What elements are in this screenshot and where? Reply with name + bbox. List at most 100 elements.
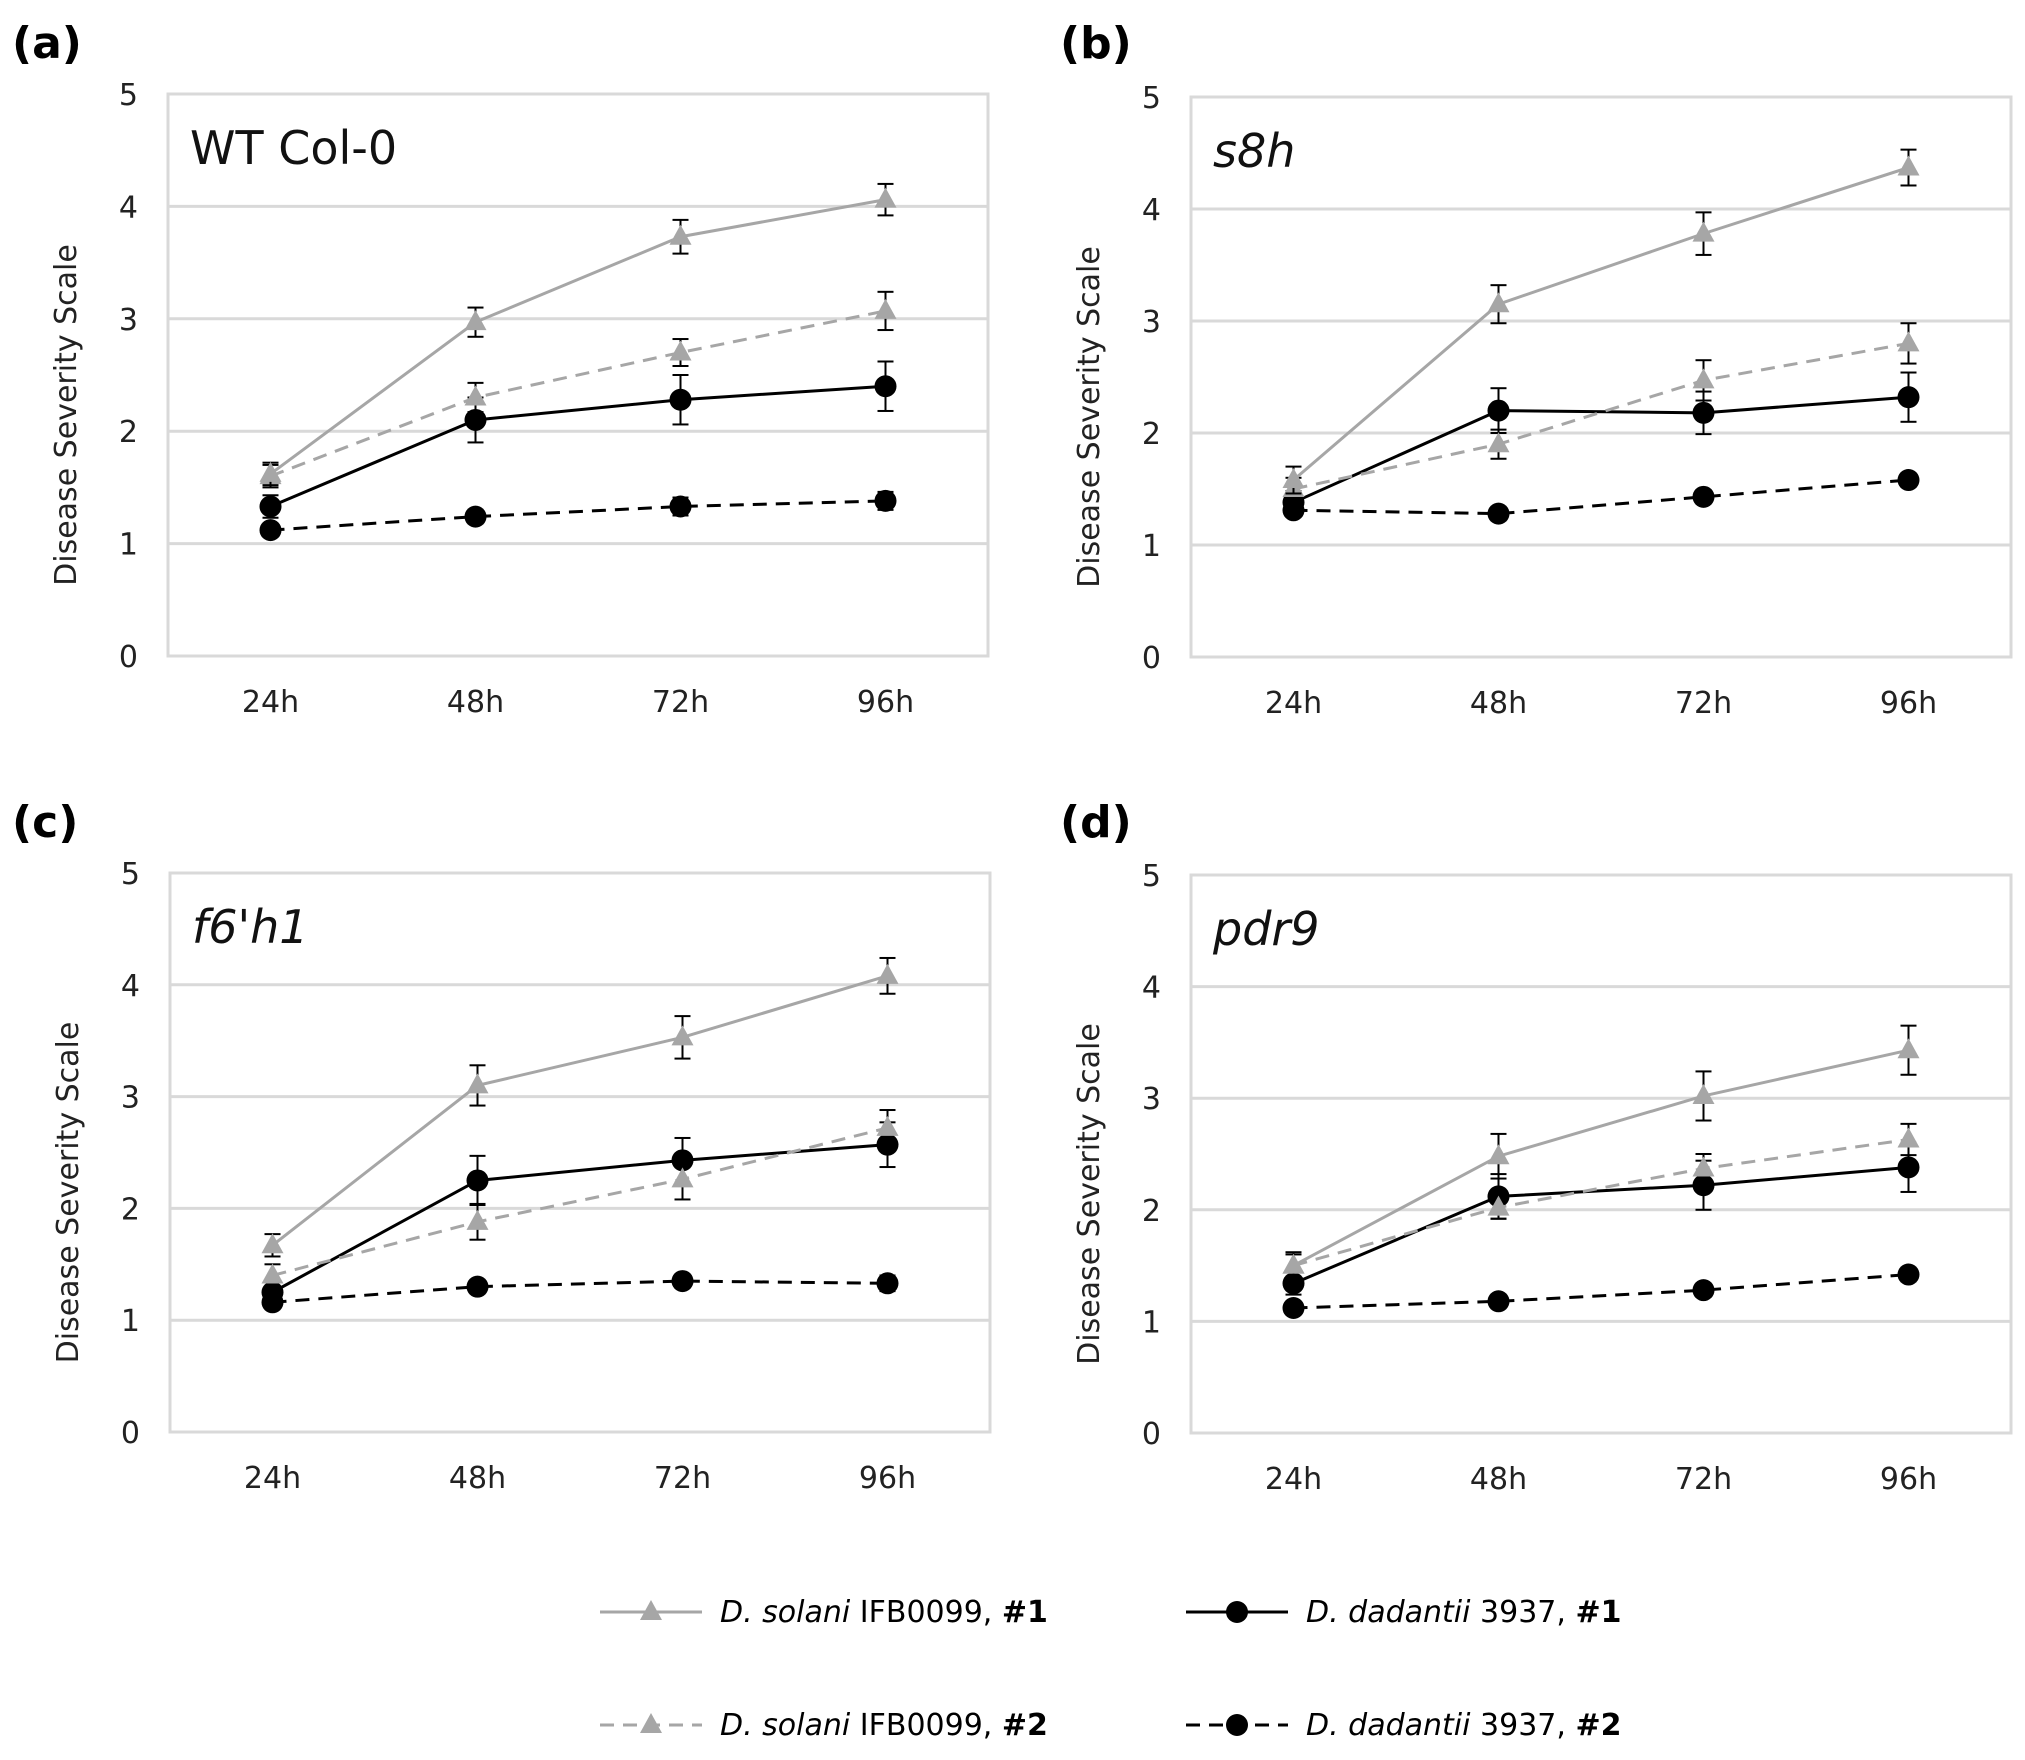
legend-species: D. dadantii: [1306, 1594, 1471, 1630]
series-line: [272, 1126, 888, 1277]
y-tick-label: 3: [1142, 305, 1161, 340]
legend-marker-triangle: [640, 1713, 662, 1733]
data-point-s2: [1487, 432, 1510, 453]
y-axis-label: Disease Severity Scale: [1072, 246, 1107, 588]
data-point-s1: [1282, 468, 1305, 489]
data-point-d2: [1282, 1297, 1305, 1320]
series-d2: [261, 1270, 899, 1314]
data-point-d1: [874, 375, 897, 398]
panel-title: WT Col-0: [190, 121, 397, 175]
data-point-d1: [1897, 1156, 1920, 1179]
series-s1: [261, 956, 899, 1258]
panel-label: (a): [12, 18, 82, 69]
data-point-s2: [671, 1167, 694, 1188]
data-point-d1: [1897, 386, 1920, 409]
legend-item-s1: D. solani IFB0099, #1: [598, 1592, 1048, 1632]
y-tick-label: 5: [1142, 859, 1161, 894]
y-tick-label: 5: [1142, 81, 1161, 116]
series-s2: [261, 1109, 899, 1288]
data-point-d1: [1282, 1272, 1305, 1295]
series-line: [1293, 478, 1909, 516]
legend-strain: IFB0099,: [850, 1707, 1002, 1743]
series-line: [270, 499, 886, 532]
y-tick-label: 4: [121, 969, 140, 1004]
data-point-s1: [1897, 155, 1920, 176]
x-tick-label: 72h: [652, 685, 709, 720]
data-point-d2: [1897, 1263, 1920, 1286]
series-d2: [1282, 1263, 1920, 1320]
data-point-s2: [1692, 368, 1715, 389]
series-s1: [1282, 1024, 1920, 1280]
y-axis-label: Disease Severity Scale: [1072, 1023, 1107, 1365]
series-d2: [1282, 469, 1920, 525]
y-tick-label: 4: [119, 190, 138, 225]
data-point-d2: [259, 519, 282, 542]
data-point-s2: [466, 1209, 489, 1230]
panel-label: (b): [1060, 18, 1132, 69]
y-tick-label: 1: [121, 1304, 140, 1339]
data-point-s1: [669, 224, 692, 245]
data-point-s2: [464, 385, 487, 406]
series-d2: [259, 489, 897, 542]
legend-rep: #2: [1001, 1707, 1048, 1743]
x-tick-label: 72h: [1675, 1462, 1732, 1497]
y-tick-label: 2: [119, 415, 138, 450]
data-point-s2: [669, 340, 692, 361]
x-tick-label: 24h: [1265, 1462, 1322, 1497]
x-tick-label: 48h: [1470, 1462, 1527, 1497]
data-point-s1: [1897, 1038, 1920, 1059]
data-point-d2: [669, 495, 692, 518]
y-tick-label: 3: [119, 303, 138, 338]
legend-item-s2: D. solani IFB0099, #2: [598, 1705, 1048, 1745]
data-point-s2: [876, 1115, 899, 1136]
data-point-d1: [1692, 1174, 1715, 1197]
y-tick-label: 2: [121, 1192, 140, 1227]
data-point-s2: [874, 298, 897, 319]
x-tick-label: 48h: [447, 685, 504, 720]
x-tick-label: 24h: [1265, 686, 1322, 721]
x-tick-label: 72h: [1675, 686, 1732, 721]
x-tick-label: 48h: [1470, 686, 1527, 721]
x-tick-label: 48h: [449, 1461, 506, 1496]
series-s1: [1282, 148, 1920, 495]
plot-area: [1189, 873, 2013, 1435]
series-line: [1292, 395, 1909, 504]
data-point-d2: [1487, 502, 1510, 525]
data-point-s1: [876, 963, 899, 984]
legend-rep: #1: [1001, 1594, 1048, 1630]
legend-strain: 3937,: [1470, 1707, 1576, 1743]
data-point-d1: [466, 1169, 489, 1192]
data-point-s1: [466, 1073, 489, 1094]
legend-symbol-d1: [1186, 1601, 1288, 1623]
y-tick-label: 1: [1142, 1305, 1161, 1340]
panel-title: s8h: [1213, 124, 1295, 178]
x-tick-label: 24h: [244, 1461, 301, 1496]
data-point-s1: [261, 1233, 284, 1254]
series-line: [1292, 1165, 1909, 1285]
series-line: [269, 384, 886, 508]
data-point-s1: [1282, 1253, 1305, 1274]
data-point-s1: [1487, 1144, 1510, 1165]
y-tick-label: 5: [119, 78, 138, 113]
data-point-d1: [1692, 401, 1715, 424]
legend-rep: #2: [1575, 1707, 1622, 1743]
data-point-s2: [261, 1263, 284, 1284]
y-axis-label: Disease Severity Scale: [51, 1022, 86, 1364]
x-tick-label: 24h: [242, 685, 299, 720]
data-point-d1: [464, 408, 487, 431]
x-tick-label: 96h: [857, 685, 914, 720]
panel-label: (d): [1060, 797, 1132, 848]
panel-d: (d) 0 1 2 3 4 5 24h 48h 72h 96h Disease Severity Sc…: [1060, 797, 2013, 1497]
data-point-d1: [669, 388, 692, 411]
panel-label: (c): [12, 797, 78, 848]
legend-item-d1: D. dadantii 3937, #1: [1184, 1592, 1621, 1632]
data-point-s2: [1487, 1195, 1510, 1216]
series-line: [269, 198, 886, 476]
legend-species: D. solani: [720, 1594, 851, 1630]
data-point-s1: [1692, 221, 1715, 242]
data-point-d1: [259, 495, 282, 518]
legend-symbol-s2: [600, 1713, 702, 1733]
data-point-s2: [1692, 1156, 1715, 1177]
panel-title: pdr9: [1212, 902, 1320, 956]
series-s2: [1282, 322, 1920, 502]
